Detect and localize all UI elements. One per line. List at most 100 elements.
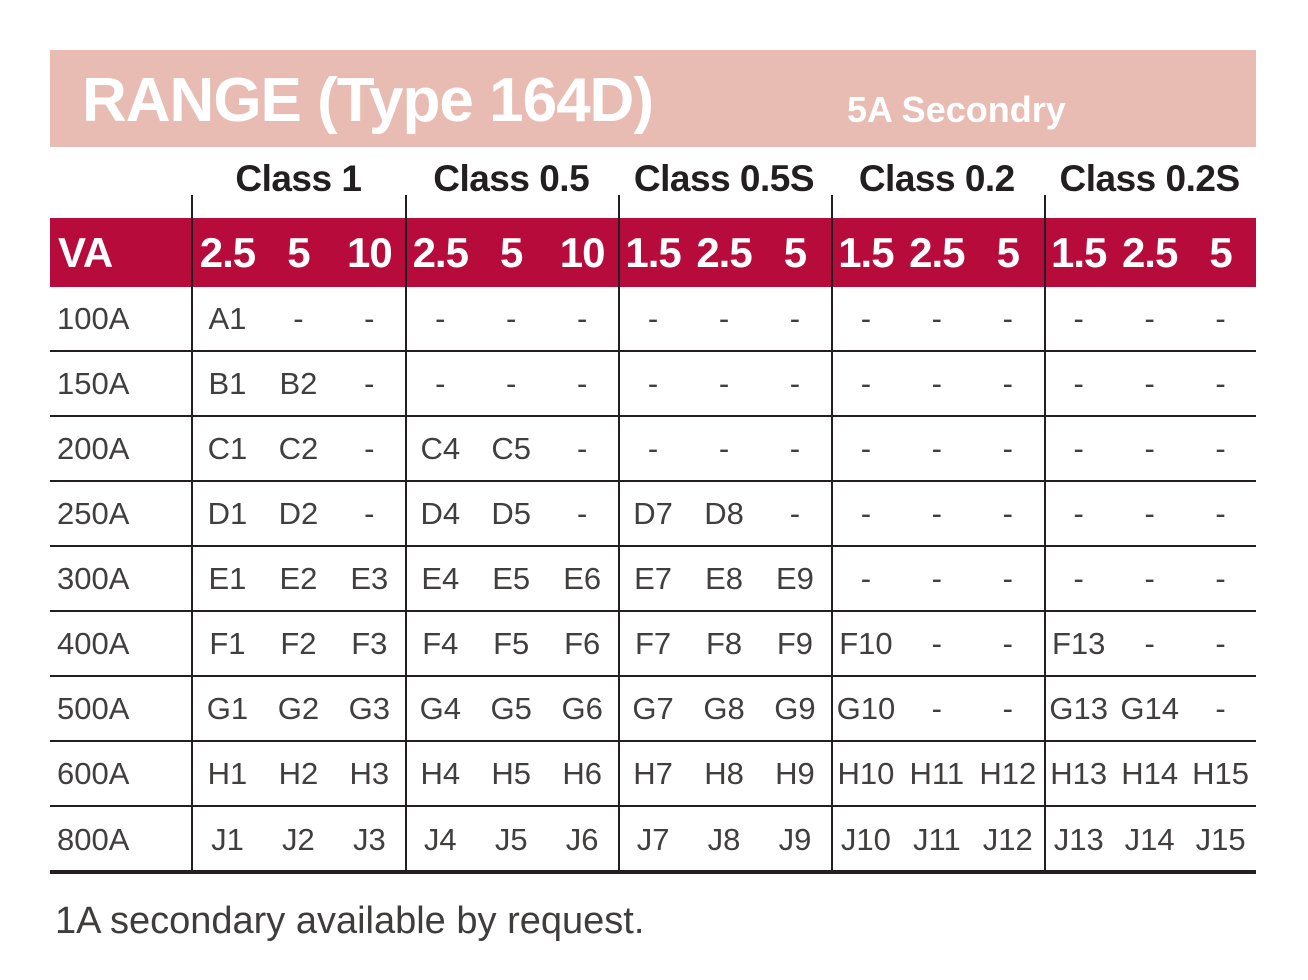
table-cell: - [1144,495,1155,531]
table-cell: H4 [420,755,461,791]
table-cell: - [1144,300,1155,336]
table-cell: H3 [349,755,390,791]
table-cell: J3 [352,821,386,857]
table-cell: - [364,300,375,336]
table-cell: E7 [634,560,673,596]
table-cell: - [789,300,801,336]
table-cell: H9 [775,755,815,791]
table-cell: F1 [209,625,246,661]
table-cell: - [1215,625,1226,661]
page-title: RANGE (Type 164D) [82,66,654,135]
table-cell: J6 [565,821,599,857]
table-cell: - [364,430,375,466]
table-cell: H1 [207,755,248,791]
table-cell: - [931,625,942,661]
table-cell: E6 [563,560,602,596]
table-cell: F6 [564,625,601,661]
table-cell: D1 [207,495,248,531]
table-cell: G7 [632,690,674,726]
table-cell: J11 [913,821,961,857]
va-value: 5 [1209,228,1232,276]
table-cell: G3 [348,690,391,726]
table-cell: - [506,365,517,401]
table-cell: - [435,365,446,401]
table-cell: G1 [206,690,249,726]
table-cell: J2 [282,821,315,857]
table-cell: G9 [774,690,816,726]
table-cell: - [1073,430,1084,466]
table-cell: - [1002,495,1013,531]
class-header-class-0-2: Class 0.2 [858,158,1015,199]
table-cell: F5 [493,625,530,661]
footnote: 1A secondary available by request. [55,900,645,942]
class-header-class-1: Class 1 [235,158,362,199]
table-cell: - [1215,495,1226,531]
table-cell: J15 [1195,821,1246,857]
table-cell: E5 [492,560,531,596]
table-cell: - [1144,365,1155,401]
table-cell: F9 [776,625,814,661]
table-body: 100A A1 - - - - - - - - - - - - - - 150A B1 B2 - - - - - - - - - - - -… [50,287,1256,872]
table-cell: - [931,560,942,596]
va-value: 5 [783,228,807,276]
table-cell: - [435,300,446,336]
table-cell: - [576,495,588,531]
class-header-class-0-5s: Class 0.5S [633,158,815,199]
table-cell: - [576,300,588,336]
class-header-class-0-5: Class 0.5 [433,158,590,199]
table-cell: - [931,430,942,466]
page-subtitle: 5A Secondry [847,89,1066,130]
table-cell: - [1002,625,1013,661]
table-cell: - [1144,560,1155,596]
row-amp-label: 400A [57,625,130,661]
table-cell: G2 [277,690,320,726]
table-cell: - [860,560,872,596]
column-divider [618,195,620,872]
table-cell: - [576,430,588,466]
table-cell: F2 [280,625,317,661]
table-row: 800A J1 J2 J3 J4 J5 J6 J7 J8 J9 J10 J11 J12 J13 J14 J15 [50,807,1256,872]
table-cell: - [647,365,659,401]
table-cell: H15 [1192,755,1250,791]
table-cell: - [1002,560,1013,596]
table-cell: - [1144,430,1155,466]
table-cell: J1 [211,821,244,857]
table-cell: H5 [491,755,532,791]
table-cell: E8 [705,560,743,596]
table-cell: J14 [1124,821,1175,857]
table-cell: - [1144,625,1155,661]
table-cell: H10 [837,755,895,791]
table-cell: - [1215,560,1226,596]
table-cell: E9 [776,560,814,596]
table-cell: - [506,300,517,336]
row-amp-label: 150A [57,365,130,401]
table-cell: - [1002,690,1013,726]
table-cell: H2 [278,755,319,791]
table-cell: H14 [1121,755,1179,791]
row-amp-label: 300A [57,560,130,596]
table-cell: F10 [839,625,893,661]
table-cell: - [931,690,942,726]
table-cell: D5 [491,495,532,531]
table-cell: G10 [836,690,896,726]
row-amp-label: 100A [57,300,130,336]
table-cell: - [789,365,801,401]
table-cell: - [718,430,730,466]
table-cell: G14 [1120,690,1179,726]
table-cell: A1 [208,300,247,336]
table-cell: D7 [633,495,673,531]
table-cell: - [647,300,659,336]
table-cell: C4 [420,430,461,466]
table-cell: - [860,300,872,336]
table-cell: J10 [840,821,891,857]
table-cell: G13 [1049,690,1109,726]
table-cell: H8 [704,755,744,791]
table-cell: - [789,495,801,531]
va-value: 2.5 [1121,228,1178,276]
table-cell: J12 [982,821,1033,857]
table-cell: - [860,365,872,401]
table-cell: G6 [561,690,603,726]
table-row: 400A F1 F2 F3 F4 F5 F6 F7 F8 F9 F10 - - F13 - - [50,612,1256,677]
table-cell: D4 [420,495,461,531]
